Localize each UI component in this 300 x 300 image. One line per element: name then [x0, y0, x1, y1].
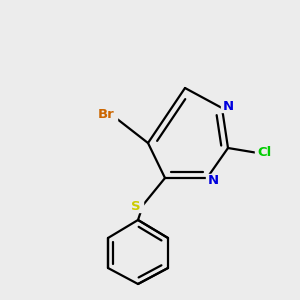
Text: Cl: Cl: [257, 146, 271, 160]
Bar: [95, 109, 117, 121]
Bar: [206, 174, 220, 186]
Text: Br: Br: [98, 109, 114, 122]
Text: S: S: [131, 200, 141, 212]
Bar: [129, 200, 143, 212]
Bar: [255, 147, 273, 159]
Text: N: N: [207, 173, 219, 187]
Bar: [221, 100, 235, 112]
Text: N: N: [222, 100, 234, 112]
